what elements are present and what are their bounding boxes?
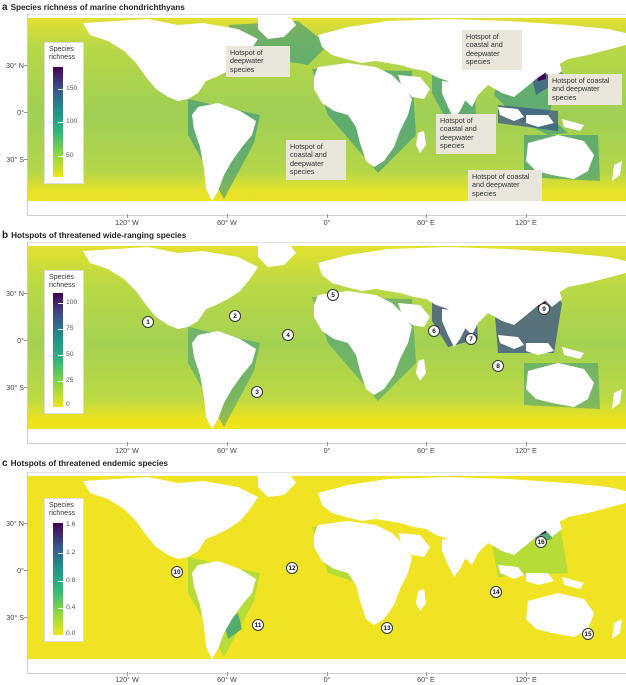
hotspot-marker-7[interactable]: 7 [465, 333, 477, 345]
hotspot-marker-14[interactable]: 14 [490, 586, 502, 598]
x-label: 120° W [115, 218, 139, 227]
world-map-c [28, 473, 626, 673]
color-scale-bar [53, 523, 63, 635]
callout-east-china-sea: Hotspot of coastal and deepwater species [462, 30, 522, 70]
panel-b-title: b Hotspots of threatened wide-ranging spe… [2, 230, 186, 241]
y-label: 30° S [6, 155, 24, 164]
legend-title: Species richness [49, 502, 76, 517]
hotspot-marker-13[interactable]: 13 [381, 622, 393, 634]
y-label: 0° [17, 108, 24, 117]
hotspot-marker-9[interactable]: 9 [538, 303, 550, 315]
hotspot-marker-6[interactable]: 6 [428, 325, 440, 337]
panel-letter: c [2, 458, 8, 469]
y-label: 30° N [5, 61, 24, 70]
x-label: 120° E [515, 675, 537, 684]
panel-title-text: Hotspots of threatened endemic species [10, 459, 168, 468]
y-label: 30° N [5, 519, 24, 528]
x-label: 60° W [217, 675, 237, 684]
legend-tick: 0.4 [66, 604, 76, 611]
panel-title-text: Hotspots of threatened wide-ranging spec… [11, 231, 187, 240]
hotspot-marker-16[interactable]: 16 [535, 536, 547, 548]
callout-australia: Hotspot of coastal and deepwater species [468, 170, 542, 202]
panel-title-text: Species richness of marine chondrichthya… [10, 3, 185, 12]
panel-a: a Species richness of marine chondrichthy… [0, 0, 626, 228]
hotspot-marker-4[interactable]: 4 [282, 329, 294, 341]
hotspot-marker-1[interactable]: 1 [142, 316, 154, 328]
panel-letter: b [2, 230, 9, 241]
legend-tick: 0 [66, 401, 70, 408]
color-scale-bar [53, 293, 63, 407]
legend-tick: 75 [66, 325, 74, 332]
panel-b: b Hotspots of threatened wide-ranging spe… [0, 228, 626, 456]
legend-tick: 0.0 [66, 630, 76, 637]
legend-tick: 100 [66, 299, 78, 306]
legend-tick: 1.2 [66, 549, 76, 556]
x-label: 0° [323, 218, 331, 227]
panel-a-title: a Species richness of marine chondrichthy… [2, 2, 185, 13]
world-map-b [28, 243, 626, 443]
callout-indonesia: Hotspot of coastal and deepwater species [436, 114, 496, 154]
x-label: 60° E [417, 218, 435, 227]
map-a[interactable] [27, 14, 626, 216]
y-label: 30° S [6, 383, 24, 392]
hotspot-marker-12[interactable]: 12 [286, 562, 298, 574]
x-label: 60° W [217, 446, 237, 455]
callout-deepwater-atlantic: Hotspot of deepwater species [226, 46, 290, 78]
x-label: 120° W [115, 446, 139, 455]
x-label: 60° W [217, 218, 237, 227]
x-label: 120° E [515, 446, 537, 455]
x-label: 0° [323, 446, 331, 455]
legend-tick: 25 [66, 377, 74, 384]
map-b[interactable] [27, 242, 626, 444]
map-c[interactable] [27, 472, 626, 674]
hotspot-marker-3[interactable]: 3 [251, 386, 263, 398]
y-label: 0° [17, 336, 24, 345]
legend-tick: 1.6 [66, 521, 76, 528]
x-label: 60° E [417, 446, 435, 455]
hotspot-marker-15[interactable]: 15 [582, 628, 594, 640]
legend-title: Species richness [49, 46, 76, 61]
x-label: 120° W [115, 675, 139, 684]
y-label: 30° S [6, 613, 24, 622]
panel-c: c Hotspots of threatened endemic species … [0, 456, 626, 685]
hotspot-marker-10[interactable]: 10 [171, 566, 183, 578]
hotspot-marker-5[interactable]: 5 [327, 289, 339, 301]
legend-c: Species richness 1.6 1.2 0.8 0.4 0.0 [44, 498, 84, 642]
hotspot-marker-8[interactable]: 8 [492, 360, 504, 372]
y-label: 30° N [5, 289, 24, 298]
y-label: 0° [17, 566, 24, 575]
x-label: 120° E [515, 218, 537, 227]
legend-tick: 50 [66, 351, 74, 358]
panel-letter: a [2, 2, 8, 13]
callout-south-africa: Hotspot of coastal and deepwater species [286, 140, 346, 180]
legend-tick: 50 [66, 152, 74, 159]
legend-tick: 100 [66, 118, 78, 125]
hotspot-marker-11[interactable]: 11 [252, 619, 264, 631]
legend-tick: 0.8 [66, 577, 76, 584]
x-label: 0° [323, 675, 331, 684]
legend-b: Species richness 100 75 50 25 0 [44, 270, 84, 414]
x-label: 60° E [417, 675, 435, 684]
panel-c-title: c Hotspots of threatened endemic species [2, 458, 168, 469]
hotspot-marker-2[interactable]: 2 [229, 310, 241, 322]
legend-a: Species richness 150 100 50 [44, 42, 84, 184]
legend-tick: 150 [66, 85, 78, 92]
callout-japan: Hotspot of coastal and deepwater species [548, 74, 622, 106]
legend-title: Species richness [49, 274, 76, 289]
world-map-a [28, 15, 626, 215]
